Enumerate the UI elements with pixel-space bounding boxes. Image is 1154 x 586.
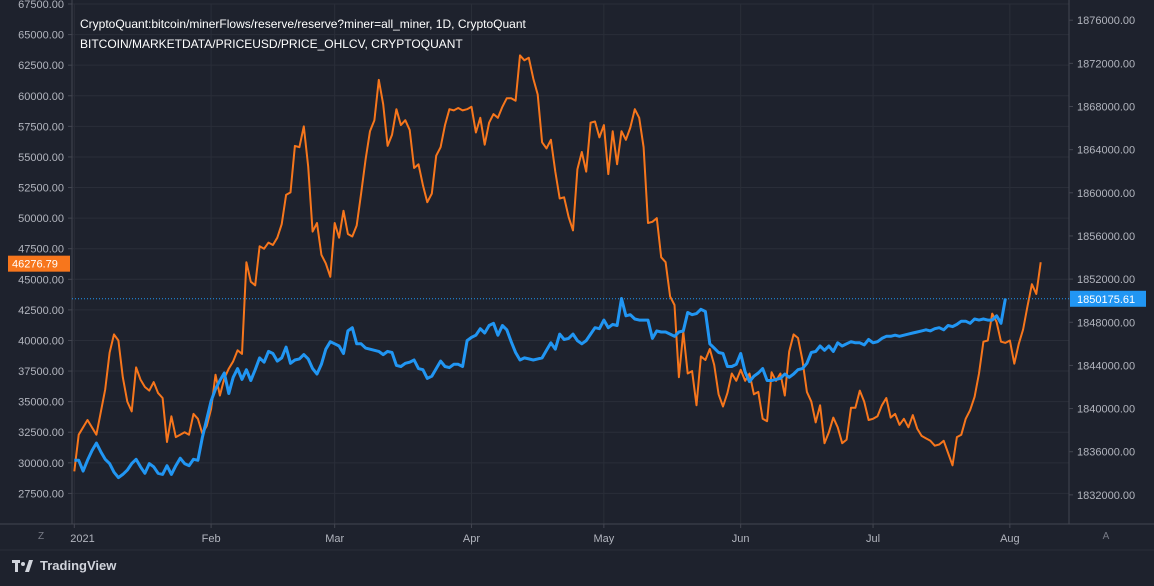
left-tick-label: 37500.00 bbox=[18, 366, 64, 378]
x-tick-label: Mar bbox=[325, 533, 344, 545]
price-series bbox=[73, 54, 1042, 472]
left-tick-label: 57500.00 bbox=[18, 121, 64, 133]
x-tick-label: Feb bbox=[202, 533, 221, 545]
left-tick-label: 47500.00 bbox=[18, 244, 64, 256]
x-tick-label: Apr bbox=[463, 533, 480, 545]
left-tick-label: 55000.00 bbox=[18, 152, 64, 164]
grid bbox=[72, 3, 1069, 524]
price-line bbox=[73, 54, 1042, 472]
x-tick-label: Jul bbox=[866, 533, 880, 545]
reserve-series bbox=[74, 297, 1007, 480]
left-tick-label: 52500.00 bbox=[18, 183, 64, 195]
chart-legend[interactable]: CryptoQuant:bitcoin/minerFlows/reserve/r… bbox=[80, 14, 526, 54]
left-tick-label: 45000.00 bbox=[18, 274, 64, 286]
legend-line-price[interactable]: BITCOIN/MARKETDATA/PRICEUSD/PRICE_OHLCV,… bbox=[80, 37, 463, 51]
left-tick-label: 50000.00 bbox=[18, 213, 64, 225]
right-tick-label: 1832000.00 bbox=[1077, 490, 1135, 502]
right-tick-label: 1840000.00 bbox=[1077, 404, 1135, 416]
right-tick-label: 1848000.00 bbox=[1077, 317, 1135, 329]
x-tick-label: 2021 bbox=[70, 533, 94, 545]
x-tick-label: May bbox=[593, 533, 614, 545]
left-scale-button[interactable]: Z bbox=[37, 531, 45, 542]
price-last-value-tag bbox=[8, 255, 70, 272]
x-tick-label: Aug bbox=[1000, 533, 1020, 545]
price-last-value-label: 46276.79 bbox=[12, 259, 58, 271]
left-tick-label: 30000.00 bbox=[18, 458, 64, 470]
left-tick-label: 65000.00 bbox=[18, 30, 64, 42]
left-tick-label: 40000.00 bbox=[18, 335, 64, 347]
left-tick-label: 67500.00 bbox=[18, 0, 64, 11]
tradingview-logo-icon bbox=[12, 559, 33, 572]
right-tick-label: 1872000.00 bbox=[1077, 58, 1135, 70]
tradingview-brand[interactable]: TradingView bbox=[12, 558, 116, 573]
left-tick-label: 32500.00 bbox=[18, 427, 64, 439]
reserve-last-value-label: 1850175.61 bbox=[1077, 294, 1135, 306]
right-tick-label: 1876000.00 bbox=[1077, 15, 1135, 27]
right-scale-button[interactable]: A bbox=[1102, 531, 1110, 542]
reserve-last-value-tag bbox=[1070, 290, 1146, 307]
left-tick-label: 62500.00 bbox=[18, 60, 64, 72]
right-tick-label: 1868000.00 bbox=[1077, 101, 1135, 113]
left-tick-label: 35000.00 bbox=[18, 397, 64, 409]
brand-name: TradingView bbox=[40, 558, 117, 573]
x-tick-label: Jun bbox=[732, 533, 750, 545]
right-tick-label: 1836000.00 bbox=[1077, 447, 1135, 459]
reserve-line bbox=[74, 297, 1007, 480]
right-tick-label: 1844000.00 bbox=[1077, 360, 1135, 372]
left-tick-label: 27500.00 bbox=[18, 488, 64, 500]
right-tick-label: 1864000.00 bbox=[1077, 145, 1135, 157]
right-tick-label: 1860000.00 bbox=[1077, 188, 1135, 200]
axes: 27500.00 30000.00 32500.00 35000.00 37500.00… bbox=[0, 0, 1154, 551]
left-tick-label: 60000.00 bbox=[18, 91, 64, 103]
right-tick-label: 1856000.00 bbox=[1077, 231, 1135, 243]
legend-line-reserve[interactable]: CryptoQuant:bitcoin/minerFlows/reserve/r… bbox=[80, 17, 526, 31]
left-tick-label: 42500.00 bbox=[18, 305, 64, 317]
right-tick-label: 1852000.00 bbox=[1077, 274, 1135, 286]
